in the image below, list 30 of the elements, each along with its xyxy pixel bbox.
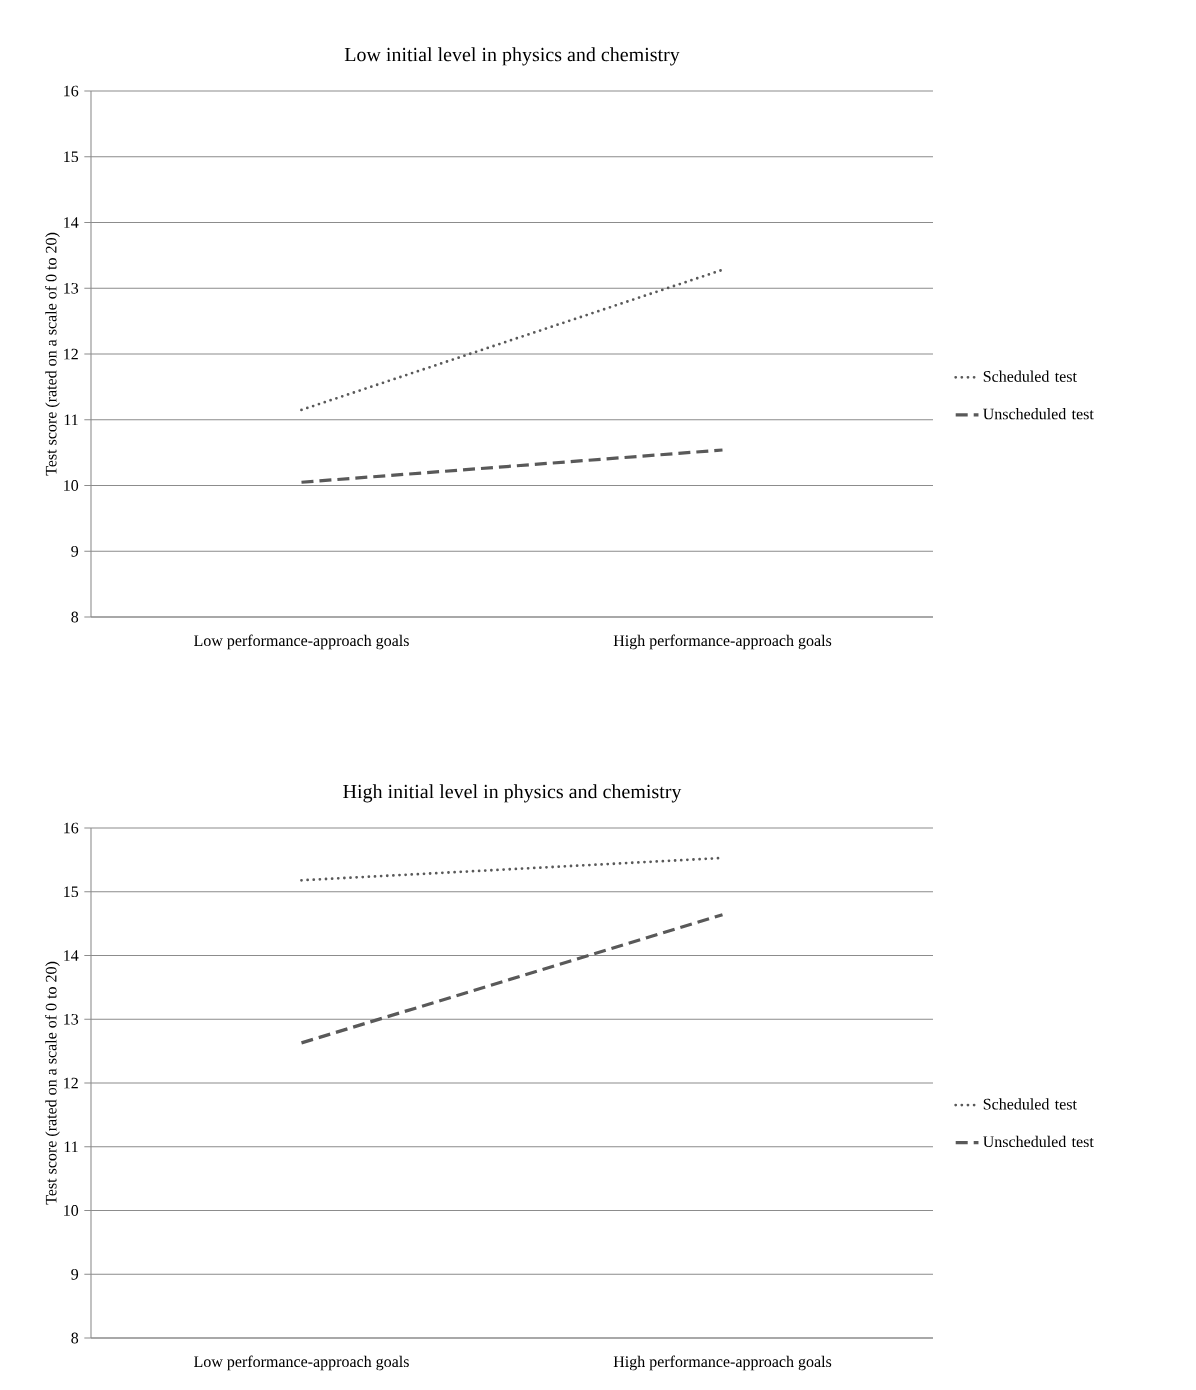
y-tick-label: 16 — [64, 85, 79, 97]
x-tick-label: High performance-approach goals — [613, 1355, 832, 1371]
x-tick-label: Low performance-approach goals — [194, 634, 409, 650]
legend-label: Scheduled test — [983, 370, 1077, 382]
x-tick-label: High performance-approach goals — [613, 634, 832, 650]
y-axis-title: Test score (rated on a scale of 0 to 20) — [45, 961, 60, 1205]
y-tick-label: 10 — [64, 480, 79, 491]
legend-label: Unscheduled test — [983, 1135, 1094, 1148]
legend-label: Scheduled test — [983, 1098, 1077, 1110]
y-tick-label: 12 — [64, 348, 78, 360]
y-tick-label: 9 — [71, 545, 79, 557]
y-tick-label: 13 — [64, 282, 79, 294]
y-tick-label: 8 — [71, 1332, 79, 1344]
y-tick-label: 14 — [64, 950, 79, 961]
y-tick-label: 13 — [64, 1013, 79, 1025]
legend-label: Unscheduled test — [983, 408, 1094, 420]
y-tick-label: 16 — [64, 822, 79, 834]
x-tick-label: Low performance-approach goals — [194, 1355, 409, 1371]
chart-title: Low initial level in physics and chemistry — [344, 47, 680, 66]
y-tick-label: 11 — [64, 414, 78, 426]
y-tick-label: 11 — [64, 1141, 78, 1153]
y-axis-title: Test score (rated on a scale of 0 to 20) — [45, 232, 60, 476]
y-tick-label: 10 — [64, 1205, 79, 1216]
y-tick-label: 12 — [64, 1077, 78, 1089]
y-tick-label: 8 — [71, 611, 79, 623]
y-tick-label: 15 — [64, 151, 79, 163]
y-tick-label: 14 — [64, 217, 79, 228]
chart-title: High initial level in physics and chemistry — [343, 784, 682, 803]
y-tick-label: 15 — [64, 886, 79, 898]
y-tick-label: 9 — [71, 1268, 79, 1280]
